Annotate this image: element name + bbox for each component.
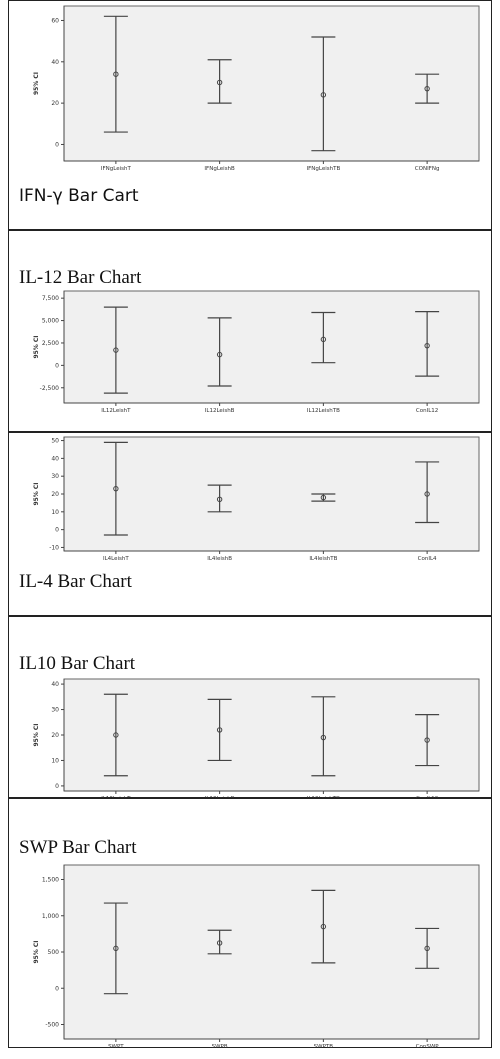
y-axis-label: 95% CI (33, 72, 40, 95)
y-tick-label: 20 (51, 732, 59, 739)
chart-caption-il10: IL10 Bar Chart (19, 653, 136, 674)
y-tick-label: 10 (51, 509, 59, 516)
y-tick-label: 20 (51, 491, 59, 498)
y-tick-label: 40 (51, 59, 59, 66)
mean-marker (424, 737, 430, 743)
x-tick-label: IL12LeishB (205, 408, 235, 414)
y-tick-label: 0 (55, 783, 59, 790)
mean-marker (216, 940, 223, 946)
y-tick-label: 7,500 (42, 295, 59, 302)
x-tick-label: IL4leishTB (309, 556, 337, 562)
mean-marker (113, 485, 119, 492)
y-tick-label: 0 (55, 141, 59, 148)
y-tick-label: 500 (48, 949, 60, 956)
x-tick-label: ConSWP (416, 1044, 440, 1050)
x-tick-label: IL12LeishT (101, 408, 131, 414)
mean-marker (216, 79, 223, 86)
y-tick-label: 0 (55, 527, 59, 534)
mean-marker (320, 734, 327, 741)
x-tick-label: SWPT (108, 1044, 124, 1050)
y-tick-label: -500 (45, 1022, 59, 1029)
x-tick-label: SWPB (212, 1044, 228, 1050)
mean-marker (216, 496, 223, 503)
y-tick-label: -10 (49, 544, 59, 551)
chart-ifng: 0 20 40 60 95% CI IFNgLeishT IFNgLeishB IFNgLei… (33, 5, 480, 172)
y-tick-label: 50 (51, 438, 59, 445)
mean-marker (113, 945, 119, 952)
y-tick-label: 2,500 (42, 340, 59, 347)
x-tick-label: IFNgLeishB (204, 166, 235, 172)
plot-area (63, 436, 480, 552)
chart-caption-ifng: IFN-γ Bar Cart (19, 186, 139, 206)
mean-marker (320, 494, 327, 501)
mean-marker (216, 727, 223, 733)
chart-caption-il4: IL-4 Bar Chart (19, 571, 132, 592)
mean-marker (424, 85, 430, 92)
y-tick-label: 30 (51, 473, 59, 480)
mean-marker (424, 342, 430, 349)
y-tick-label: 40 (51, 455, 59, 462)
chart-caption-il12: IL-12 Bar Chart (19, 267, 142, 288)
y-tick-label: -2,500 (40, 385, 60, 392)
mean-marker (320, 336, 327, 343)
x-tick-label: ConIL4 (418, 556, 437, 562)
mean-marker (320, 92, 327, 98)
plot-area (63, 678, 480, 792)
plot-area (63, 5, 480, 162)
y-tick-label: 60 (51, 17, 59, 24)
y-tick-label: 20 (51, 100, 59, 107)
y-axis-label: 95% CI (33, 723, 40, 746)
x-tick-label: IL12LeishTB (307, 408, 340, 414)
chart-panel-ifng: 0 20 40 60 95% CI IFNgLeishT IFNgLeishB IFNgLei… (8, 0, 492, 230)
plot-area (63, 290, 480, 404)
x-tick-label: IL4LeishT (103, 556, 129, 562)
y-tick-label: 0 (55, 362, 59, 369)
y-tick-label: 0 (55, 985, 59, 992)
plot-area (63, 864, 480, 1040)
x-tick-label: SWPTB (314, 1044, 334, 1050)
chart-swp: -500 0 500 1,000 1,500 95% CI SWPT SWPB SWPTB Con… (33, 864, 480, 1050)
y-tick-label: 40 (51, 681, 59, 688)
y-axis-label: 95% CI (33, 482, 40, 505)
mean-marker (216, 351, 223, 358)
y-tick-label: 30 (51, 707, 59, 714)
x-tick-label: ConIL12 (416, 408, 438, 414)
x-tick-label: IL4leishB (207, 556, 232, 562)
chart-panel-swp: SWP Bar Chart -500 0 500 1,000 1,500 95% CI SW… (8, 798, 492, 1050)
y-tick-label: 10 (51, 757, 59, 764)
y-axis-label: 95% CI (33, 940, 40, 963)
mean-marker (320, 923, 327, 930)
chart-il12: -2,500 0 2,500 5,000 7,500 95% CI IL12LeishT IL… (33, 290, 480, 414)
mean-marker (113, 732, 119, 738)
chart-il4: -10 0 10 20 30 40 50 95% CI IL4LeishT IL4leishB IL… (33, 436, 480, 562)
chart-caption-swp: SWP Bar Chart (19, 837, 137, 858)
mean-marker (424, 491, 430, 497)
y-tick-label: 5,000 (42, 318, 59, 325)
x-tick-label: IFNgLeishTB (306, 166, 340, 172)
chart-panel-il12: IL-12 Bar Chart -2,500 0 2,500 5,000 7,500 95… (8, 230, 492, 432)
mean-marker (424, 945, 430, 952)
chart-panel-il4: -10 0 10 20 30 40 50 95% CI IL4LeishT IL4leishB IL… (8, 432, 492, 616)
y-tick-label: 1,500 (42, 877, 59, 884)
y-axis-label: 95% CI (33, 335, 40, 358)
x-tick-label: CONIFNg (415, 166, 440, 172)
mean-marker (113, 71, 119, 77)
mean-marker (113, 347, 119, 353)
y-tick-label: 1,000 (42, 913, 59, 920)
x-tick-label: IFNgLeishT (101, 166, 132, 172)
